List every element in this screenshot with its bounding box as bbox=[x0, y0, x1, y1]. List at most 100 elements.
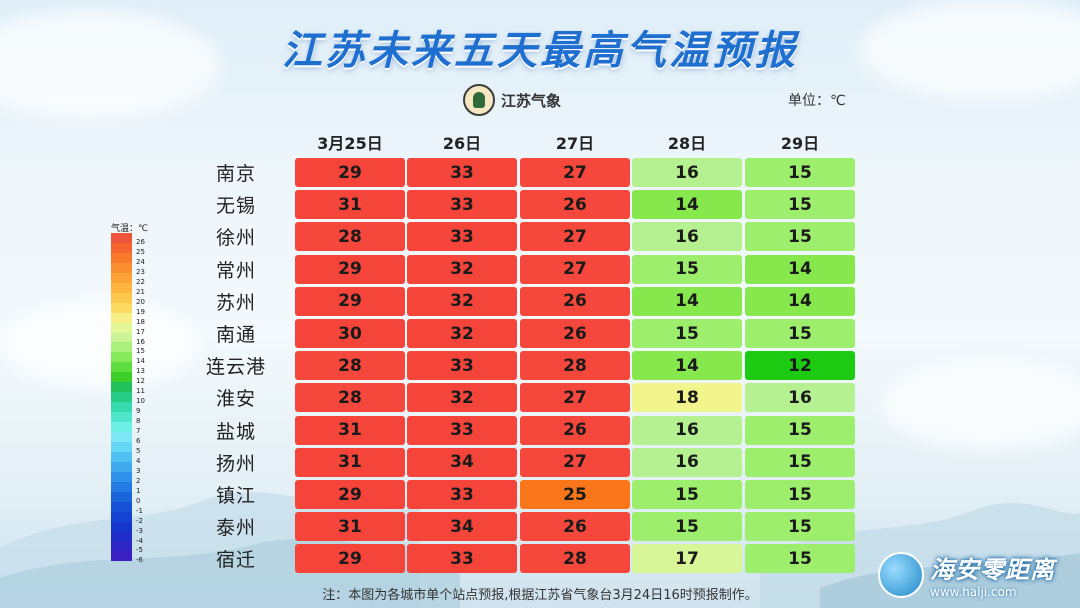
temperature-cell: 32 bbox=[407, 254, 517, 284]
temperature-cell: 25 bbox=[520, 480, 630, 509]
legend-label: 26 bbox=[136, 238, 145, 246]
legend-label: 0 bbox=[136, 496, 141, 505]
temperature-cell: 33 bbox=[407, 222, 517, 252]
column-header: 27日 bbox=[555, 134, 595, 153]
legend-label: 3 bbox=[136, 466, 141, 475]
legend-swatch bbox=[111, 471, 132, 482]
watermark-url: www.halji.com bbox=[930, 585, 1017, 599]
cloud-decoration bbox=[880, 360, 1080, 450]
legend-swatch bbox=[111, 491, 132, 502]
temperature-cell: 33 bbox=[407, 190, 517, 220]
legend-swatch bbox=[111, 332, 132, 343]
legend-swatch bbox=[111, 392, 132, 403]
cloud-decoration bbox=[0, 10, 220, 120]
temperature-cell: 15 bbox=[745, 158, 855, 187]
temperature-cell: 34 bbox=[407, 512, 517, 542]
legend-swatch bbox=[111, 481, 132, 492]
city-label: 泰州 bbox=[215, 517, 256, 540]
legend-swatch bbox=[111, 292, 132, 303]
legend-swatch bbox=[111, 432, 132, 442]
temperature-cell: 28 bbox=[295, 351, 405, 381]
temperature-cell: 16 bbox=[632, 447, 742, 477]
legend-label: 5 bbox=[136, 446, 141, 455]
temperature-cell: 14 bbox=[745, 286, 855, 316]
temperature-cell: 14 bbox=[632, 190, 742, 220]
legend-label: 19 bbox=[136, 307, 145, 316]
temperature-cell: 14 bbox=[632, 351, 742, 381]
temperature-cell: 15 bbox=[632, 254, 742, 284]
weather-emblem-icon bbox=[463, 84, 495, 116]
legend-label: -4 bbox=[136, 536, 143, 545]
legend-label: -1 bbox=[136, 506, 143, 515]
temperature-cell: 30 bbox=[295, 319, 405, 348]
temperature-cell: 15 bbox=[632, 319, 742, 348]
legend-swatch bbox=[111, 521, 132, 532]
temperature-cell: 14 bbox=[632, 286, 742, 316]
cloud-decoration bbox=[860, 0, 1080, 100]
legend-label: 8 bbox=[136, 417, 141, 426]
unit-label: 单位：℃ bbox=[788, 93, 846, 109]
temperature-cell: 29 bbox=[295, 158, 405, 187]
legend-label: 1 bbox=[136, 486, 141, 495]
temperature-cell: 27 bbox=[520, 158, 630, 187]
legend-swatch bbox=[111, 242, 132, 253]
legend-swatch bbox=[111, 551, 132, 562]
legend-label: 11 bbox=[136, 387, 145, 396]
temperature-cell: 15 bbox=[745, 544, 855, 574]
temperature-cell: 33 bbox=[407, 544, 517, 574]
page-title: 江苏未来五天最高气温预报 bbox=[282, 28, 798, 74]
legend-swatch bbox=[111, 342, 132, 353]
temperature-cell: 16 bbox=[745, 383, 855, 413]
temperature-cell: 15 bbox=[745, 190, 855, 220]
legend-swatch bbox=[111, 422, 132, 433]
temperature-cell: 29 bbox=[295, 480, 405, 509]
legend-swatch bbox=[111, 372, 132, 383]
temperature-cell: 15 bbox=[745, 447, 855, 477]
legend-label: -5 bbox=[136, 546, 143, 555]
legend-swatch bbox=[111, 272, 132, 283]
temperature-cell: 12 bbox=[745, 351, 855, 381]
temperature-cell: 27 bbox=[520, 383, 630, 413]
legend-swatch bbox=[111, 282, 132, 293]
temperature-cell: 16 bbox=[632, 222, 742, 252]
temperature-cell: 15 bbox=[745, 480, 855, 509]
city-label: 常州 bbox=[215, 259, 256, 282]
temperature-cell: 31 bbox=[295, 447, 405, 477]
temperature-cell: 29 bbox=[295, 254, 405, 284]
cloud-decoration bbox=[0, 300, 200, 390]
watermark-name: 海安零距离 bbox=[930, 556, 1055, 584]
legend-label: 25 bbox=[136, 247, 145, 256]
temperature-cell: 28 bbox=[295, 222, 405, 252]
city-label: 徐州 bbox=[215, 227, 256, 250]
temperature-cell: 16 bbox=[632, 415, 742, 445]
legend-swatch bbox=[111, 511, 132, 522]
legend-label: 13 bbox=[136, 367, 145, 376]
temperature-cell: 27 bbox=[520, 222, 630, 252]
legend-swatch bbox=[111, 412, 132, 423]
legend-swatch bbox=[111, 461, 132, 472]
temperature-cell: 15 bbox=[745, 512, 855, 542]
watermark: 海安零距离 www.halji.com bbox=[878, 550, 1055, 599]
legend-label: 16 bbox=[136, 337, 145, 346]
legend-swatch bbox=[111, 362, 132, 373]
logo: 江苏气象 bbox=[463, 84, 561, 116]
legend-label: 4 bbox=[136, 456, 141, 465]
legend-swatch bbox=[111, 312, 132, 323]
temperature-cell: 29 bbox=[295, 286, 405, 316]
temperature-cell: 27 bbox=[520, 447, 630, 477]
legend-swatch bbox=[111, 541, 132, 552]
legend-label: 18 bbox=[136, 317, 145, 326]
city-label: 盐城 bbox=[215, 420, 256, 443]
temperature-cell: 17 bbox=[632, 544, 742, 574]
footnote: 注：本图为各城市单个站点预报,根据江苏省气象台3月24日16时预报制作。 bbox=[322, 588, 758, 603]
temperature-cell: 32 bbox=[407, 319, 517, 348]
legend-swatch bbox=[111, 402, 132, 413]
temperature-cell: 26 bbox=[520, 512, 630, 542]
column-header: 29日 bbox=[780, 134, 820, 153]
legend-label: 17 bbox=[136, 327, 145, 336]
legend-label: 21 bbox=[136, 287, 145, 296]
legend-label: -6 bbox=[136, 556, 143, 565]
column-header: 26日 bbox=[442, 134, 482, 153]
legend-label: 22 bbox=[136, 277, 145, 286]
temperature-cell: 18 bbox=[632, 383, 742, 413]
